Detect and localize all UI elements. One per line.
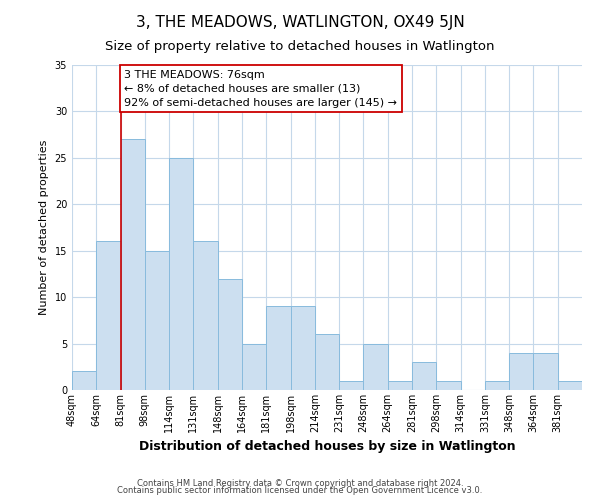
Bar (72, 372, 96, 390)
Bar (315, 334, 339, 390)
Text: 3, THE MEADOWS, WATLINGTON, OX49 5JN: 3, THE MEADOWS, WATLINGTON, OX49 5JN (136, 15, 464, 30)
Bar (193, 242, 218, 390)
Bar (145, 250, 169, 390)
Bar (96, 242, 121, 390)
Bar (290, 306, 315, 390)
Text: 3 THE MEADOWS: 76sqm
← 8% of detached houses are smaller (13)
92% of semi-detach: 3 THE MEADOWS: 76sqm ← 8% of detached ho… (124, 70, 397, 108)
Bar (218, 278, 242, 390)
Bar (242, 344, 266, 390)
Bar (533, 353, 558, 390)
Bar (364, 344, 388, 390)
Text: Contains HM Land Registry data © Crown copyright and database right 2024.: Contains HM Land Registry data © Crown c… (137, 478, 463, 488)
Bar (509, 353, 533, 390)
Bar (169, 158, 193, 390)
X-axis label: Distribution of detached houses by size in Watlington: Distribution of detached houses by size … (139, 440, 515, 454)
Bar (485, 380, 509, 390)
Bar (339, 380, 364, 390)
Bar (266, 306, 290, 390)
Text: Size of property relative to detached houses in Watlington: Size of property relative to detached ho… (105, 40, 495, 53)
Bar (436, 380, 461, 390)
Bar (412, 362, 436, 390)
Bar (558, 380, 582, 390)
Bar (121, 140, 145, 390)
Y-axis label: Number of detached properties: Number of detached properties (39, 140, 49, 315)
Text: Contains public sector information licensed under the Open Government Licence v3: Contains public sector information licen… (118, 486, 482, 495)
Bar (388, 380, 412, 390)
